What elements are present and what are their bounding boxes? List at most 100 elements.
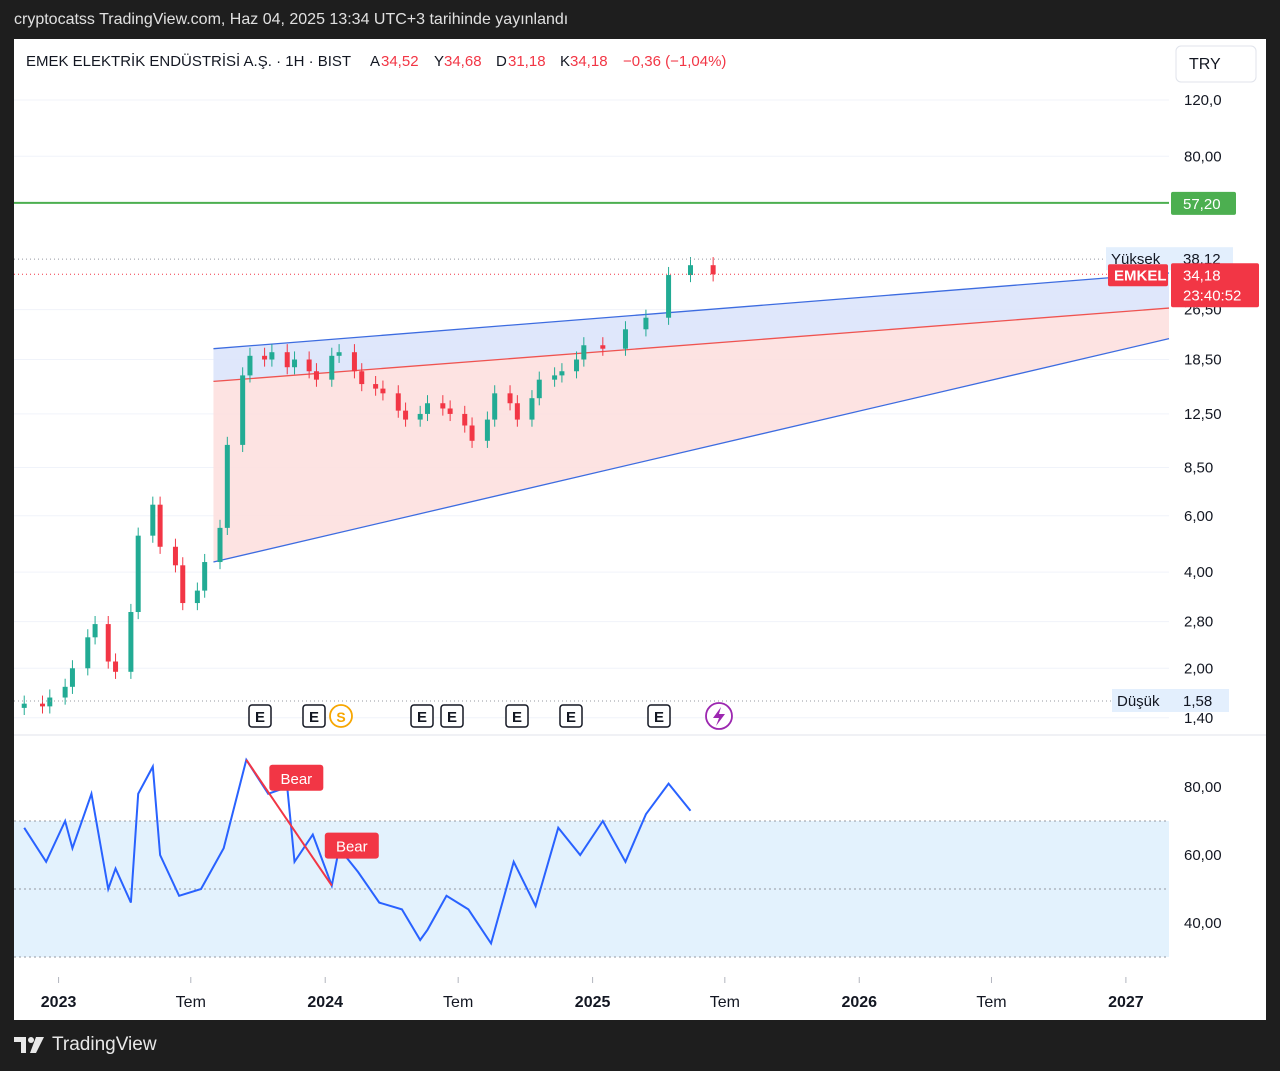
bar-countdown-label: 23:40:52 <box>1183 287 1241 304</box>
candle-body <box>240 375 246 445</box>
candle-body <box>373 384 379 389</box>
publish-caption: cryptocatss TradingView.com, Haz 04, 202… <box>14 11 569 28</box>
candle-body <box>202 562 208 591</box>
channel-upper-line <box>213 272 1170 350</box>
bear-label-box <box>269 764 324 791</box>
time-tick-label: 2025 <box>575 994 611 1011</box>
price-tick-label: 8,50 <box>1184 459 1213 476</box>
candle-body <box>462 413 468 426</box>
channel-lower-line <box>213 338 1170 563</box>
candle-body <box>292 359 298 368</box>
channel-drawing <box>213 272 1170 563</box>
earnings-marker <box>302 704 326 728</box>
candle-body <box>507 393 513 404</box>
earnings-marker <box>505 704 529 728</box>
candle-body <box>62 686 68 698</box>
candle-body <box>403 410 409 420</box>
symbol-title: EMEK ELEKTRİK ENDÜSTRİSİ A.Ş. · 1H · BIS… <box>26 52 351 70</box>
rsi-line <box>23 757 692 946</box>
earnings-marker-label: E <box>255 709 265 726</box>
candle-body <box>336 352 342 356</box>
price-tick-label: 2,00 <box>1184 660 1213 677</box>
earnings-marker <box>410 704 434 728</box>
split-marker-label: S <box>336 709 345 725</box>
low-label: D <box>496 53 507 70</box>
close-value: 34,18 <box>570 53 608 70</box>
candle-body <box>687 265 693 276</box>
price-tick-label: 1,40 <box>1184 710 1213 727</box>
candle-body <box>194 590 200 604</box>
candle-body <box>666 275 672 318</box>
candle-body <box>180 565 186 604</box>
candle-body <box>710 265 716 275</box>
time-axis[interactable]: 2023 Tem 2024 Tem 2025 Tem 2026 Tem 2027 <box>41 977 1144 1011</box>
high-value: 34,68 <box>444 53 482 70</box>
candle-body <box>85 637 91 669</box>
rsi-axis[interactable]: 80,00 60,00 40,00 <box>1184 779 1222 932</box>
candle-body <box>424 403 430 414</box>
candle-body <box>306 359 312 372</box>
chart-canvas[interactable]: EMEK ELEKTRİK ENDÜSTRİSİ A.Ş. · 1H · BIS… <box>14 39 1266 1020</box>
candle-body <box>359 371 365 385</box>
candle-body <box>105 624 111 662</box>
bear-label: Bear <box>336 839 368 856</box>
time-tick-label: Tem <box>176 994 206 1011</box>
candle-body <box>351 352 357 372</box>
resistance-price-label: 57,20 <box>1183 196 1221 213</box>
chart-frame[interactable]: EMEK ELEKTRİK ENDÜSTRİSİ A.Ş. · 1H · BIS… <box>14 39 1266 1020</box>
bear-label: Bear <box>280 771 312 788</box>
low-value: 31,18 <box>508 53 546 70</box>
resistance-price-tag <box>1171 191 1236 215</box>
earnings-marker-label: E <box>417 709 427 726</box>
tradingview-logo: TradingView <box>14 1034 157 1056</box>
candle-body <box>559 371 565 376</box>
price-tick-label: 4,00 <box>1184 564 1213 581</box>
candle-body <box>269 352 275 360</box>
candle-body <box>574 359 580 372</box>
candle-body <box>157 504 163 547</box>
rsi-tick-label: 80,00 <box>1184 779 1222 796</box>
brand-name: TradingView <box>52 1034 157 1055</box>
price-levels <box>14 201 1169 702</box>
candle-body <box>380 388 386 394</box>
candle-body <box>581 345 587 360</box>
rsi-band-fill <box>14 821 1169 957</box>
candle-body <box>92 624 98 638</box>
time-tick-label: 2027 <box>1108 994 1144 1011</box>
price-tick-label: 80,00 <box>1184 148 1222 165</box>
last-price-label: 34,18 <box>1183 267 1221 284</box>
candle-body <box>224 444 230 528</box>
open-label: A <box>370 53 380 70</box>
tradingview-logo-icon <box>14 1037 44 1053</box>
high-name-label: Yüksek <box>1111 251 1161 268</box>
currency-button[interactable] <box>1175 45 1257 83</box>
candle-body <box>622 329 628 349</box>
earnings-marker <box>248 704 272 728</box>
earnings-marker <box>440 704 464 728</box>
change-value: −0,36 (−1,04%) <box>623 53 726 70</box>
low-price-tag <box>1171 689 1229 712</box>
open-value: 34,52 <box>381 53 419 70</box>
low-price-label: 1,58 <box>1183 693 1212 710</box>
earnings-marker <box>559 704 583 728</box>
candle-body <box>313 371 319 380</box>
time-tick-label: 2026 <box>841 994 877 1011</box>
close-label: K <box>560 53 570 70</box>
candle-body <box>150 504 156 536</box>
high-label: Y <box>434 53 444 70</box>
low-name-tag <box>1112 689 1171 712</box>
rsi-tick-label: 60,00 <box>1184 847 1222 864</box>
candle-body <box>247 355 253 376</box>
channel-lower-fill <box>213 308 1169 563</box>
time-tick-label: Tem <box>710 994 740 1011</box>
price-axis[interactable]: 120,080,0026,5018,5012,508,506,004,002,8… <box>1106 92 1259 727</box>
bear-divergence-line <box>245 759 333 887</box>
candle-body <box>529 398 535 420</box>
candle-body <box>47 697 53 707</box>
earnings-marker <box>647 704 671 728</box>
candle-body <box>643 317 649 330</box>
candle-body <box>395 393 401 411</box>
event-markers: E E E E E E ES <box>248 702 733 730</box>
price-tick-label: 12,50 <box>1184 406 1222 423</box>
low-name-label: Düşük <box>1117 693 1160 710</box>
